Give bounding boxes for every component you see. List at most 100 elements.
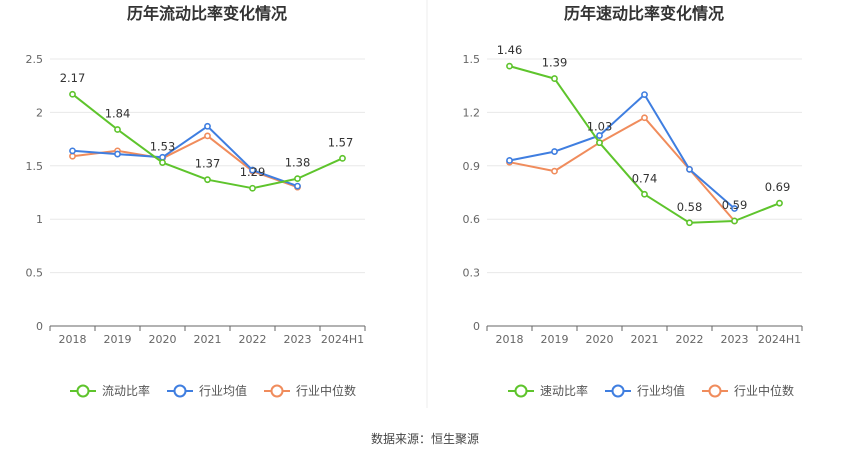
- y-tick-label: 2: [36, 106, 43, 119]
- data-point-company: [506, 62, 513, 70]
- data-labels: 1.46 1.39 1.03 0.74 0.58 0.59 0.69: [497, 43, 791, 214]
- data-label: 0.69: [765, 180, 791, 194]
- x-tick-label: 2022: [676, 333, 704, 346]
- x-tick-label: 2021: [631, 333, 659, 346]
- data-point-company: [69, 90, 76, 98]
- x-tick-label: 2019: [541, 333, 569, 346]
- quick-ratio-chart: 历年速动比率变化情况 0 0.3 0.6 0.9 1.2 1.5 2018 2019 2020 2…: [463, 4, 803, 398]
- series-line-industry_median: [509, 116, 736, 222]
- legend-swatch-marker: [708, 384, 722, 398]
- legend-swatch-marker: [611, 384, 625, 398]
- legend-swatch-marker: [514, 384, 528, 398]
- chart-title: 历年流动比率变化情况: [127, 4, 287, 23]
- data-point-industry_avg: [641, 91, 648, 98]
- legend-label: 行业中位数: [734, 383, 794, 398]
- legend-item-industry_median: 行业中位数: [702, 383, 794, 398]
- y-tick-label: 1.5: [463, 53, 481, 66]
- data-point-industry_avg: [596, 132, 603, 139]
- legend-swatch-marker: [270, 384, 284, 398]
- data-point-industry_avg: [159, 153, 166, 161]
- data-point-company: [641, 190, 648, 198]
- x-tick-label: 2021: [194, 333, 222, 346]
- x-tick-label: 2018: [59, 333, 87, 346]
- data-label: 0.59: [722, 198, 748, 212]
- data-point-company: [294, 175, 301, 183]
- y-tick-label: 0.9: [463, 160, 481, 173]
- grid: [50, 58, 365, 274]
- data-point-company: [339, 154, 346, 162]
- x-tick-label: 2024H1: [321, 333, 364, 346]
- data-label: 1.57: [328, 135, 354, 149]
- legend-item-company: 流动比率: [70, 383, 150, 398]
- y-tick-label: 0: [36, 320, 43, 333]
- series: [69, 90, 346, 192]
- legend-item-industry_avg: 行业均值: [605, 383, 685, 398]
- x-tick-label: 2023: [721, 333, 749, 346]
- data-point-company: [159, 159, 166, 166]
- x-tick-label: 2024H1: [758, 333, 801, 346]
- x-tick-label: 2018: [496, 333, 524, 346]
- grid: [487, 58, 802, 274]
- data-label: 1.37: [195, 157, 221, 171]
- legend-item-industry_median: 行业中位数: [264, 383, 356, 398]
- data-point-industry_median: [641, 114, 648, 122]
- legend-label: 行业均值: [199, 383, 247, 398]
- series-line-industry_avg: [509, 93, 736, 210]
- y-tick-label: 2.5: [26, 53, 44, 66]
- y-tick-label: 1.5: [26, 160, 44, 173]
- legend: 流动比率 行业均值 行业中位数: [70, 383, 356, 398]
- x-tick-label: 2020: [586, 333, 614, 346]
- y-tick-label: 0.3: [463, 267, 481, 280]
- data-point-company: [731, 217, 738, 225]
- data-point-industry_avg: [686, 165, 693, 173]
- data-label: 1.29: [240, 165, 266, 179]
- legend-swatch-marker: [76, 384, 90, 398]
- data-point-company: [596, 139, 603, 147]
- data-labels: 2.17 1.84 1.53 1.37 1.29 1.38 1.57: [60, 71, 354, 179]
- y-tick-label: 1: [36, 213, 43, 226]
- data-label: 1.46: [497, 43, 523, 57]
- data-label: 0.74: [632, 171, 658, 185]
- data-point-industry_avg: [204, 122, 211, 130]
- data-point-industry_median: [69, 152, 76, 160]
- data-label: 1.53: [150, 140, 176, 154]
- series-line-industry_median: [72, 134, 298, 189]
- data-point-company: [686, 219, 693, 227]
- axes: 0 0.5 1 1.5 2 2.5 2018 2019 2020 2021 2022 2023 2024…: [26, 53, 366, 346]
- y-tick-label: 0.6: [463, 213, 481, 226]
- axes: 0 0.3 0.6 0.9 1.2 1.5 2018 2019 2020 2021 2022 2023…: [463, 53, 803, 346]
- y-tick-label: 1.2: [463, 106, 481, 119]
- current-ratio-chart: 历年流动比率变化情况 0 0.5 1 1.5 2 2.5 2018 2019 2020 2021 2…: [26, 4, 366, 398]
- legend-item-company: 速动比率: [508, 383, 588, 398]
- legend-item-industry_avg: 行业均值: [167, 383, 247, 398]
- data-label: 1.03: [587, 120, 613, 134]
- series-line-industry_avg: [72, 125, 298, 188]
- x-tick-label: 2023: [284, 333, 312, 346]
- data-label: 1.39: [542, 56, 568, 70]
- data-point-company: [249, 184, 256, 192]
- data-point-industry_avg: [249, 166, 256, 174]
- legend-swatch-marker: [173, 384, 187, 398]
- x-tick-label: 2020: [149, 333, 177, 346]
- legend-label: 行业中位数: [296, 383, 356, 398]
- data-source-note: 数据来源：恒生聚源: [371, 431, 479, 446]
- legend: 速动比率 行业均值 行业中位数: [508, 383, 794, 398]
- data-label: 0.58: [677, 200, 703, 214]
- data-point-industry_avg: [506, 157, 513, 164]
- chart-title: 历年速动比率变化情况: [564, 4, 724, 23]
- data-label: 1.84: [105, 106, 131, 120]
- series: [506, 62, 783, 227]
- data-point-industry_median: [551, 167, 558, 175]
- data-point-industry_avg: [114, 150, 121, 158]
- legend-label: 行业均值: [637, 383, 685, 398]
- data-point-industry_avg: [731, 205, 738, 212]
- data-label: 2.17: [60, 71, 86, 85]
- y-tick-label: 0: [473, 320, 480, 333]
- x-tick-label: 2019: [104, 333, 132, 346]
- data-point-industry_avg: [294, 182, 301, 190]
- data-label: 1.38: [285, 156, 311, 170]
- data-point-company: [204, 176, 211, 184]
- data-point-company: [114, 126, 121, 133]
